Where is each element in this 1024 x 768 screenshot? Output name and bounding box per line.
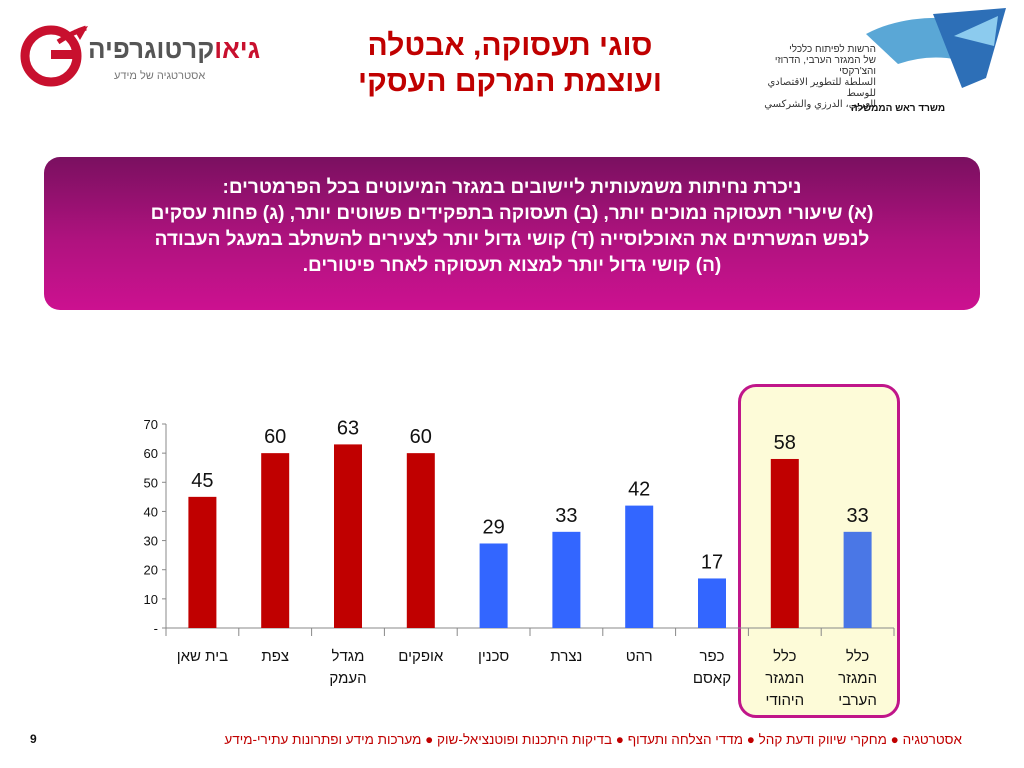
bar-value-label: 45 <box>191 470 213 492</box>
bar <box>479 543 508 628</box>
page-number: 9 <box>30 732 37 746</box>
x-category-label: נצרת <box>550 648 582 665</box>
bar <box>698 578 726 628</box>
x-category-label: כפר <box>699 648 724 665</box>
geocartography-logo: גיאוקרטוגרפיה אסטרטגיה של מידע <box>18 20 260 90</box>
authority-name: הרשות לפיתוח כלכלי של המגזר הערבי, הדרוז… <box>764 44 876 110</box>
bar <box>552 531 581 628</box>
x-category-label: סכנין <box>478 648 509 665</box>
bar <box>188 496 217 628</box>
bar <box>261 453 290 628</box>
y-tick-label: - <box>154 621 158 636</box>
page-title-line-1: סוגי תעסוקה, אבטלה <box>367 29 653 62</box>
bar <box>334 444 362 628</box>
x-category-label: המגזר <box>765 670 804 687</box>
y-tick-label: 20 <box>144 563 158 578</box>
banner-line-3: לנפש המשרתים את האוכלוסייה (ד) קושי גדול… <box>154 229 870 250</box>
bar-value-label: 63 <box>337 417 359 439</box>
x-category-label: מגדל <box>332 648 365 665</box>
geocartography-emblem-icon <box>20 25 88 87</box>
y-tick-label: 60 <box>144 446 158 461</box>
office-name: משרד ראש הממשלה <box>850 103 946 114</box>
bar-value-label: 60 <box>264 426 286 448</box>
y-tick-label: 30 <box>144 534 158 549</box>
y-tick-label: 50 <box>144 475 158 490</box>
bar <box>843 531 872 628</box>
y-tick-label: 70 <box>144 417 158 432</box>
bar-value-label: 58 <box>774 432 796 454</box>
page-title-line-2: ועוצמת המרקם העסקי <box>358 65 662 98</box>
page-title: סוגי תעסוקה, אבטלה ועוצמת המרקם העסקי <box>300 28 720 100</box>
bar <box>625 505 654 628</box>
banner-line-1: ניכרת נחיתות משמעותית ליישובים במגזר המי… <box>222 177 802 198</box>
bar-value-label: 42 <box>628 479 650 501</box>
authority-emblem-icon <box>866 8 1006 88</box>
bar <box>406 453 435 628</box>
x-category-label: צפת <box>261 648 289 665</box>
x-category-label: כלל <box>846 648 869 665</box>
authority-logo: הרשות לפיתוח כלכלי של המגזר הערבי, הדרוז… <box>758 6 1008 116</box>
logo-brand-text: גיאוקרטוגרפיה <box>88 34 261 64</box>
logo-tagline: אסטרטגיה של מידע <box>114 70 206 82</box>
x-category-label: קאסם <box>693 670 731 687</box>
x-category-label: אופקים <box>398 648 444 665</box>
bar-value-label: 17 <box>701 551 723 573</box>
bar-value-label: 33 <box>846 505 868 527</box>
x-category-label: היהודי <box>765 692 804 709</box>
banner-line-4: (ה) קושי גדול יותר למצוא תעסוקה לאחר פיט… <box>302 255 722 276</box>
x-category-label: העמק <box>329 670 366 687</box>
bar-value-label: 60 <box>410 426 432 448</box>
footer-services: אסטרטגיה ● מחקרי שיווק ודעת קהל ● מדדי ה… <box>224 732 962 747</box>
x-category-label: רהט <box>626 648 653 665</box>
y-tick-label: 40 <box>144 504 158 519</box>
highlight-box <box>738 384 900 718</box>
bar-value-label: 33 <box>555 505 577 527</box>
x-category-label: כלל <box>773 648 796 665</box>
y-tick-label: 10 <box>144 592 158 607</box>
summary-banner: ניכרת נחיתות משמעותית ליישובים במגזר המי… <box>44 157 980 310</box>
x-category-label: בית שאן <box>177 648 228 665</box>
x-category-label: הערבי <box>838 692 877 709</box>
banner-line-2: (א) שיעורי תעסוקה נמוכים יותר, (ב) תעסוק… <box>150 203 874 224</box>
bar <box>770 458 799 628</box>
x-category-label: המגזר <box>838 670 877 687</box>
bar-value-label: 29 <box>482 516 504 538</box>
